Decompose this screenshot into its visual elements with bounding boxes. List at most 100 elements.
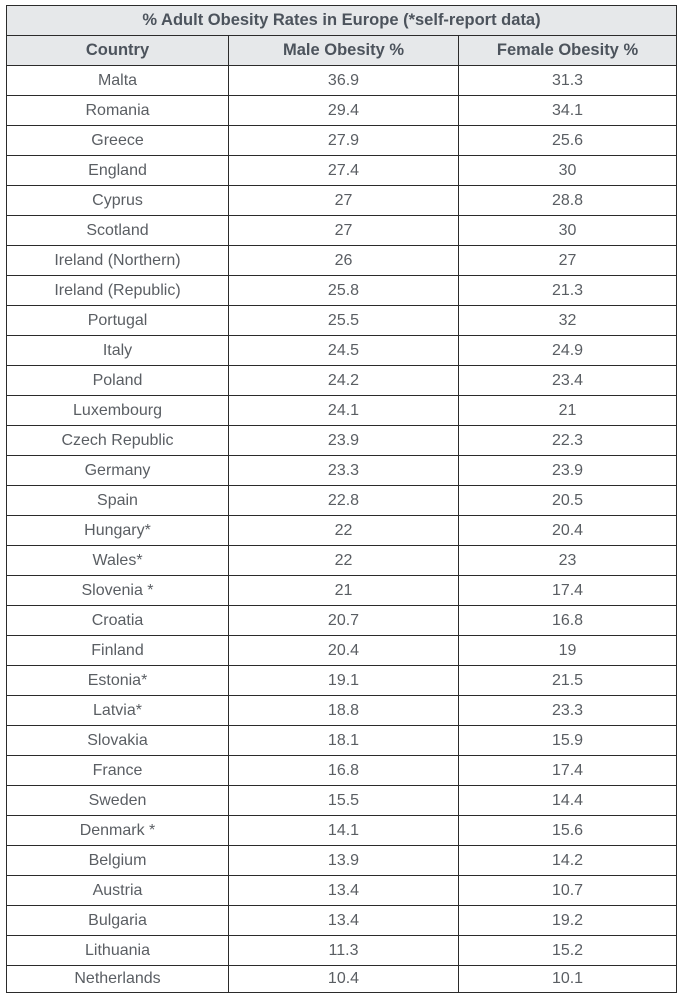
male-obesity-cell: 22: [228, 515, 459, 546]
male-obesity-cell: 13.4: [228, 905, 459, 936]
male-obesity-cell: 27.9: [228, 125, 459, 156]
table-row: Netherlands 10.4 10.1: [6, 965, 678, 993]
male-obesity-cell: 22.8: [228, 485, 459, 516]
table-row: France 16.8 17.4: [6, 755, 678, 786]
country-cell: Croatia: [6, 605, 229, 636]
country-cell: Lithuania: [6, 935, 229, 966]
country-cell: Cyprus: [6, 185, 229, 216]
country-cell: Belgium: [6, 845, 229, 876]
country-cell: Luxembourg: [6, 395, 229, 426]
female-obesity-cell: 19: [457, 635, 678, 666]
country-cell: Wales*: [6, 545, 229, 576]
country-cell: Austria: [6, 875, 229, 906]
male-obesity-cell: 13.9: [228, 845, 459, 876]
female-obesity-cell: 31.3: [457, 65, 678, 96]
female-obesity-cell: 16.8: [457, 605, 678, 636]
country-cell: Romania: [6, 95, 229, 126]
female-obesity-cell: 23.9: [457, 455, 678, 486]
country-cell: Hungary*: [6, 515, 229, 546]
table-row: Finland 20.4 19: [6, 635, 678, 666]
female-obesity-cell: 21.5: [457, 665, 678, 696]
female-obesity-cell: 34.1: [457, 95, 678, 126]
female-obesity-cell: 14.4: [457, 785, 678, 816]
male-obesity-cell: 11.3: [228, 935, 459, 966]
table-row: Slovakia 18.1 15.9: [6, 725, 678, 756]
table-row: Cyprus 27 28.8: [6, 185, 678, 216]
male-obesity-cell: 21: [228, 575, 459, 606]
female-obesity-cell: 14.2: [457, 845, 678, 876]
male-obesity-cell: 24.1: [228, 395, 459, 426]
female-obesity-cell: 17.4: [457, 755, 678, 786]
male-obesity-cell: 18.8: [228, 695, 459, 726]
female-obesity-cell: 21: [457, 395, 678, 426]
female-obesity-cell: 32: [457, 305, 678, 336]
male-obesity-cell: 26: [228, 245, 459, 276]
country-cell: Scotland: [6, 215, 229, 246]
country-cell: Germany: [6, 455, 229, 486]
table-body: Malta 36.9 31.3 Romania 29.4 34.1 Greece 27.9 25…: [6, 65, 678, 993]
male-obesity-cell: 29.4: [228, 95, 459, 126]
male-obesity-cell: 24.5: [228, 335, 459, 366]
country-cell: Czech Republic: [6, 425, 229, 456]
table-row: Greece 27.9 25.6: [6, 125, 678, 156]
female-obesity-cell: 25.6: [457, 125, 678, 156]
female-obesity-cell: 24.9: [457, 335, 678, 366]
female-obesity-cell: 28.8: [457, 185, 678, 216]
table-row: Lithuania 11.3 15.2: [6, 935, 678, 966]
table-row: Italy 24.5 24.9: [6, 335, 678, 366]
country-cell: Bulgaria: [6, 905, 229, 936]
country-cell: Spain: [6, 485, 229, 516]
country-cell: Finland: [6, 635, 229, 666]
table-row: Slovenia * 21 17.4: [6, 575, 678, 606]
female-obesity-cell: 30: [457, 155, 678, 186]
table-row: Luxembourg 24.1 21: [6, 395, 678, 426]
country-cell: Slovenia *: [6, 575, 229, 606]
table-row: Ireland (Republic) 25.8 21.3: [6, 275, 678, 306]
country-cell: Netherlands: [6, 965, 229, 993]
table-row: Bulgaria 13.4 19.2: [6, 905, 678, 936]
header-female-obesity: Female Obesity %: [457, 35, 678, 66]
male-obesity-cell: 27.4: [228, 155, 459, 186]
male-obesity-cell: 20.4: [228, 635, 459, 666]
header-row: Country Male Obesity % Female Obesity %: [6, 35, 678, 66]
title-row: % Adult Obesity Rates in Europe (*self-r…: [5, 5, 678, 36]
country-cell: Sweden: [6, 785, 229, 816]
table-row: Poland 24.2 23.4: [6, 365, 678, 396]
female-obesity-cell: 19.2: [457, 905, 678, 936]
female-obesity-cell: 23.4: [457, 365, 678, 396]
table-row: Czech Republic 23.9 22.3: [6, 425, 678, 456]
country-cell: Portugal: [6, 305, 229, 336]
country-cell: Ireland (Northern): [6, 245, 229, 276]
table-row: Denmark * 14.1 15.6: [6, 815, 678, 846]
country-cell: Estonia*: [6, 665, 229, 696]
country-cell: Denmark *: [6, 815, 229, 846]
table-row: Germany 23.3 23.9: [6, 455, 678, 486]
female-obesity-cell: 23.3: [457, 695, 678, 726]
table-row: Scotland 27 30: [6, 215, 678, 246]
male-obesity-cell: 15.5: [228, 785, 459, 816]
female-obesity-cell: 27: [457, 245, 678, 276]
female-obesity-cell: 10.1: [457, 965, 678, 993]
table-row: Hungary* 22 20.4: [6, 515, 678, 546]
female-obesity-cell: 20.4: [457, 515, 678, 546]
male-obesity-cell: 24.2: [228, 365, 459, 396]
table-row: Croatia 20.7 16.8: [6, 605, 678, 636]
table-row: Wales* 22 23: [6, 545, 678, 576]
header-country: Country: [6, 35, 229, 66]
female-obesity-cell: 15.9: [457, 725, 678, 756]
country-cell: Ireland (Republic): [6, 275, 229, 306]
female-obesity-cell: 30: [457, 215, 678, 246]
male-obesity-cell: 27: [228, 215, 459, 246]
male-obesity-cell: 18.1: [228, 725, 459, 756]
male-obesity-cell: 25.5: [228, 305, 459, 336]
table-row: Austria 13.4 10.7: [6, 875, 678, 906]
female-obesity-cell: 15.2: [457, 935, 678, 966]
country-cell: Italy: [6, 335, 229, 366]
female-obesity-cell: 10.7: [457, 875, 678, 906]
country-cell: Latvia*: [6, 695, 229, 726]
table-row: Spain 22.8 20.5: [6, 485, 678, 516]
table-row: Sweden 15.5 14.4: [6, 785, 678, 816]
table-row: Belgium 13.9 14.2: [6, 845, 678, 876]
table-row: Estonia* 19.1 21.5: [6, 665, 678, 696]
female-obesity-cell: 17.4: [457, 575, 678, 606]
